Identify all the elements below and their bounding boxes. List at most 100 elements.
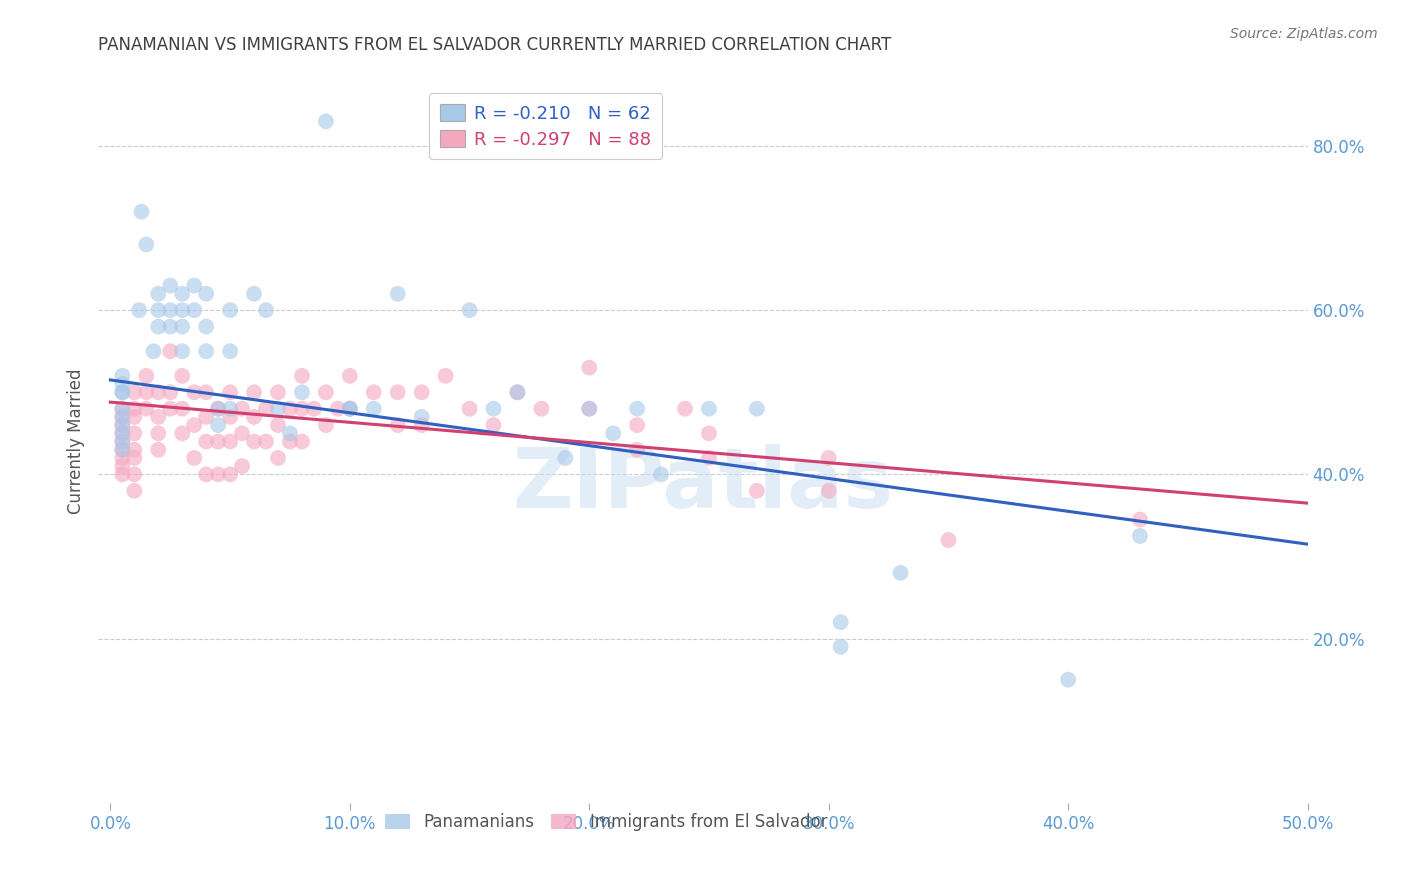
Point [243, 434, 266, 449]
Point [207, 467, 229, 482]
Point [172, 344, 194, 359]
Point [267, 385, 290, 400]
Point [111, 426, 134, 441]
Point [830, 640, 852, 654]
Point [111, 442, 134, 457]
Point [745, 401, 768, 416]
Point [482, 401, 505, 416]
Point [626, 442, 648, 457]
Point [697, 450, 720, 465]
Point [626, 401, 648, 416]
Point [148, 385, 170, 400]
Point [817, 450, 839, 465]
Point [142, 344, 165, 359]
Point [148, 319, 170, 334]
Point [387, 385, 409, 400]
Point [124, 385, 146, 400]
Point [578, 360, 600, 375]
Point [135, 237, 157, 252]
Point [339, 401, 361, 416]
Point [1129, 529, 1152, 543]
Point [291, 434, 314, 449]
Point [195, 319, 218, 334]
Point [111, 434, 134, 449]
Legend: Panamanians, Immigrants from El Salvador: Panamanians, Immigrants from El Salvador [378, 806, 834, 838]
Point [148, 286, 170, 301]
Point [267, 418, 290, 433]
Point [339, 401, 361, 416]
Point [697, 426, 720, 441]
Point [219, 385, 242, 400]
Point [159, 303, 181, 318]
Point [387, 286, 409, 301]
Point [291, 385, 314, 400]
Point [231, 401, 253, 416]
Point [243, 409, 266, 424]
Point [411, 418, 433, 433]
Point [254, 303, 277, 318]
Point [111, 450, 134, 465]
Point [363, 401, 385, 416]
Point [172, 286, 194, 301]
Point [326, 401, 349, 416]
Point [626, 418, 648, 433]
Point [148, 409, 170, 424]
Point [315, 418, 337, 433]
Point [195, 409, 218, 424]
Point [124, 401, 146, 416]
Point [219, 409, 242, 424]
Point [207, 434, 229, 449]
Point [148, 426, 170, 441]
Y-axis label: Currently Married: Currently Married [67, 368, 86, 515]
Point [183, 278, 205, 293]
Point [291, 401, 314, 416]
Text: ZIPatlas: ZIPatlas [513, 444, 893, 525]
Point [411, 409, 433, 424]
Point [278, 401, 301, 416]
Point [111, 409, 134, 424]
Text: PANAMANIAN VS IMMIGRANTS FROM EL SALVADOR CURRENTLY MARRIED CORRELATION CHART: PANAMANIAN VS IMMIGRANTS FROM EL SALVADO… [98, 36, 891, 54]
Point [124, 426, 146, 441]
Point [554, 450, 576, 465]
Point [231, 426, 253, 441]
Point [195, 467, 218, 482]
Point [111, 377, 134, 392]
Point [830, 615, 852, 630]
Point [506, 385, 529, 400]
Point [124, 442, 146, 457]
Point [148, 442, 170, 457]
Point [207, 401, 229, 416]
Point [339, 401, 361, 416]
Point [458, 303, 481, 318]
Point [219, 303, 242, 318]
Point [111, 385, 134, 400]
Text: Source: ZipAtlas.com: Source: ZipAtlas.com [1230, 27, 1378, 41]
Point [159, 278, 181, 293]
Point [135, 385, 157, 400]
Point [111, 459, 134, 474]
Point [111, 385, 134, 400]
Point [938, 533, 960, 547]
Point [254, 401, 277, 416]
Point [159, 319, 181, 334]
Point [697, 401, 720, 416]
Point [207, 418, 229, 433]
Point [111, 418, 134, 433]
Point [111, 467, 134, 482]
Point [131, 204, 153, 219]
Point [111, 401, 134, 416]
Point [172, 401, 194, 416]
Point [195, 286, 218, 301]
Point [482, 418, 505, 433]
Point [111, 409, 134, 424]
Point [128, 303, 150, 318]
Point [183, 385, 205, 400]
Point [243, 385, 266, 400]
Point [124, 467, 146, 482]
Point [111, 401, 134, 416]
Point [195, 344, 218, 359]
Point [111, 442, 134, 457]
Point [243, 286, 266, 301]
Point [111, 426, 134, 441]
Point [183, 303, 205, 318]
